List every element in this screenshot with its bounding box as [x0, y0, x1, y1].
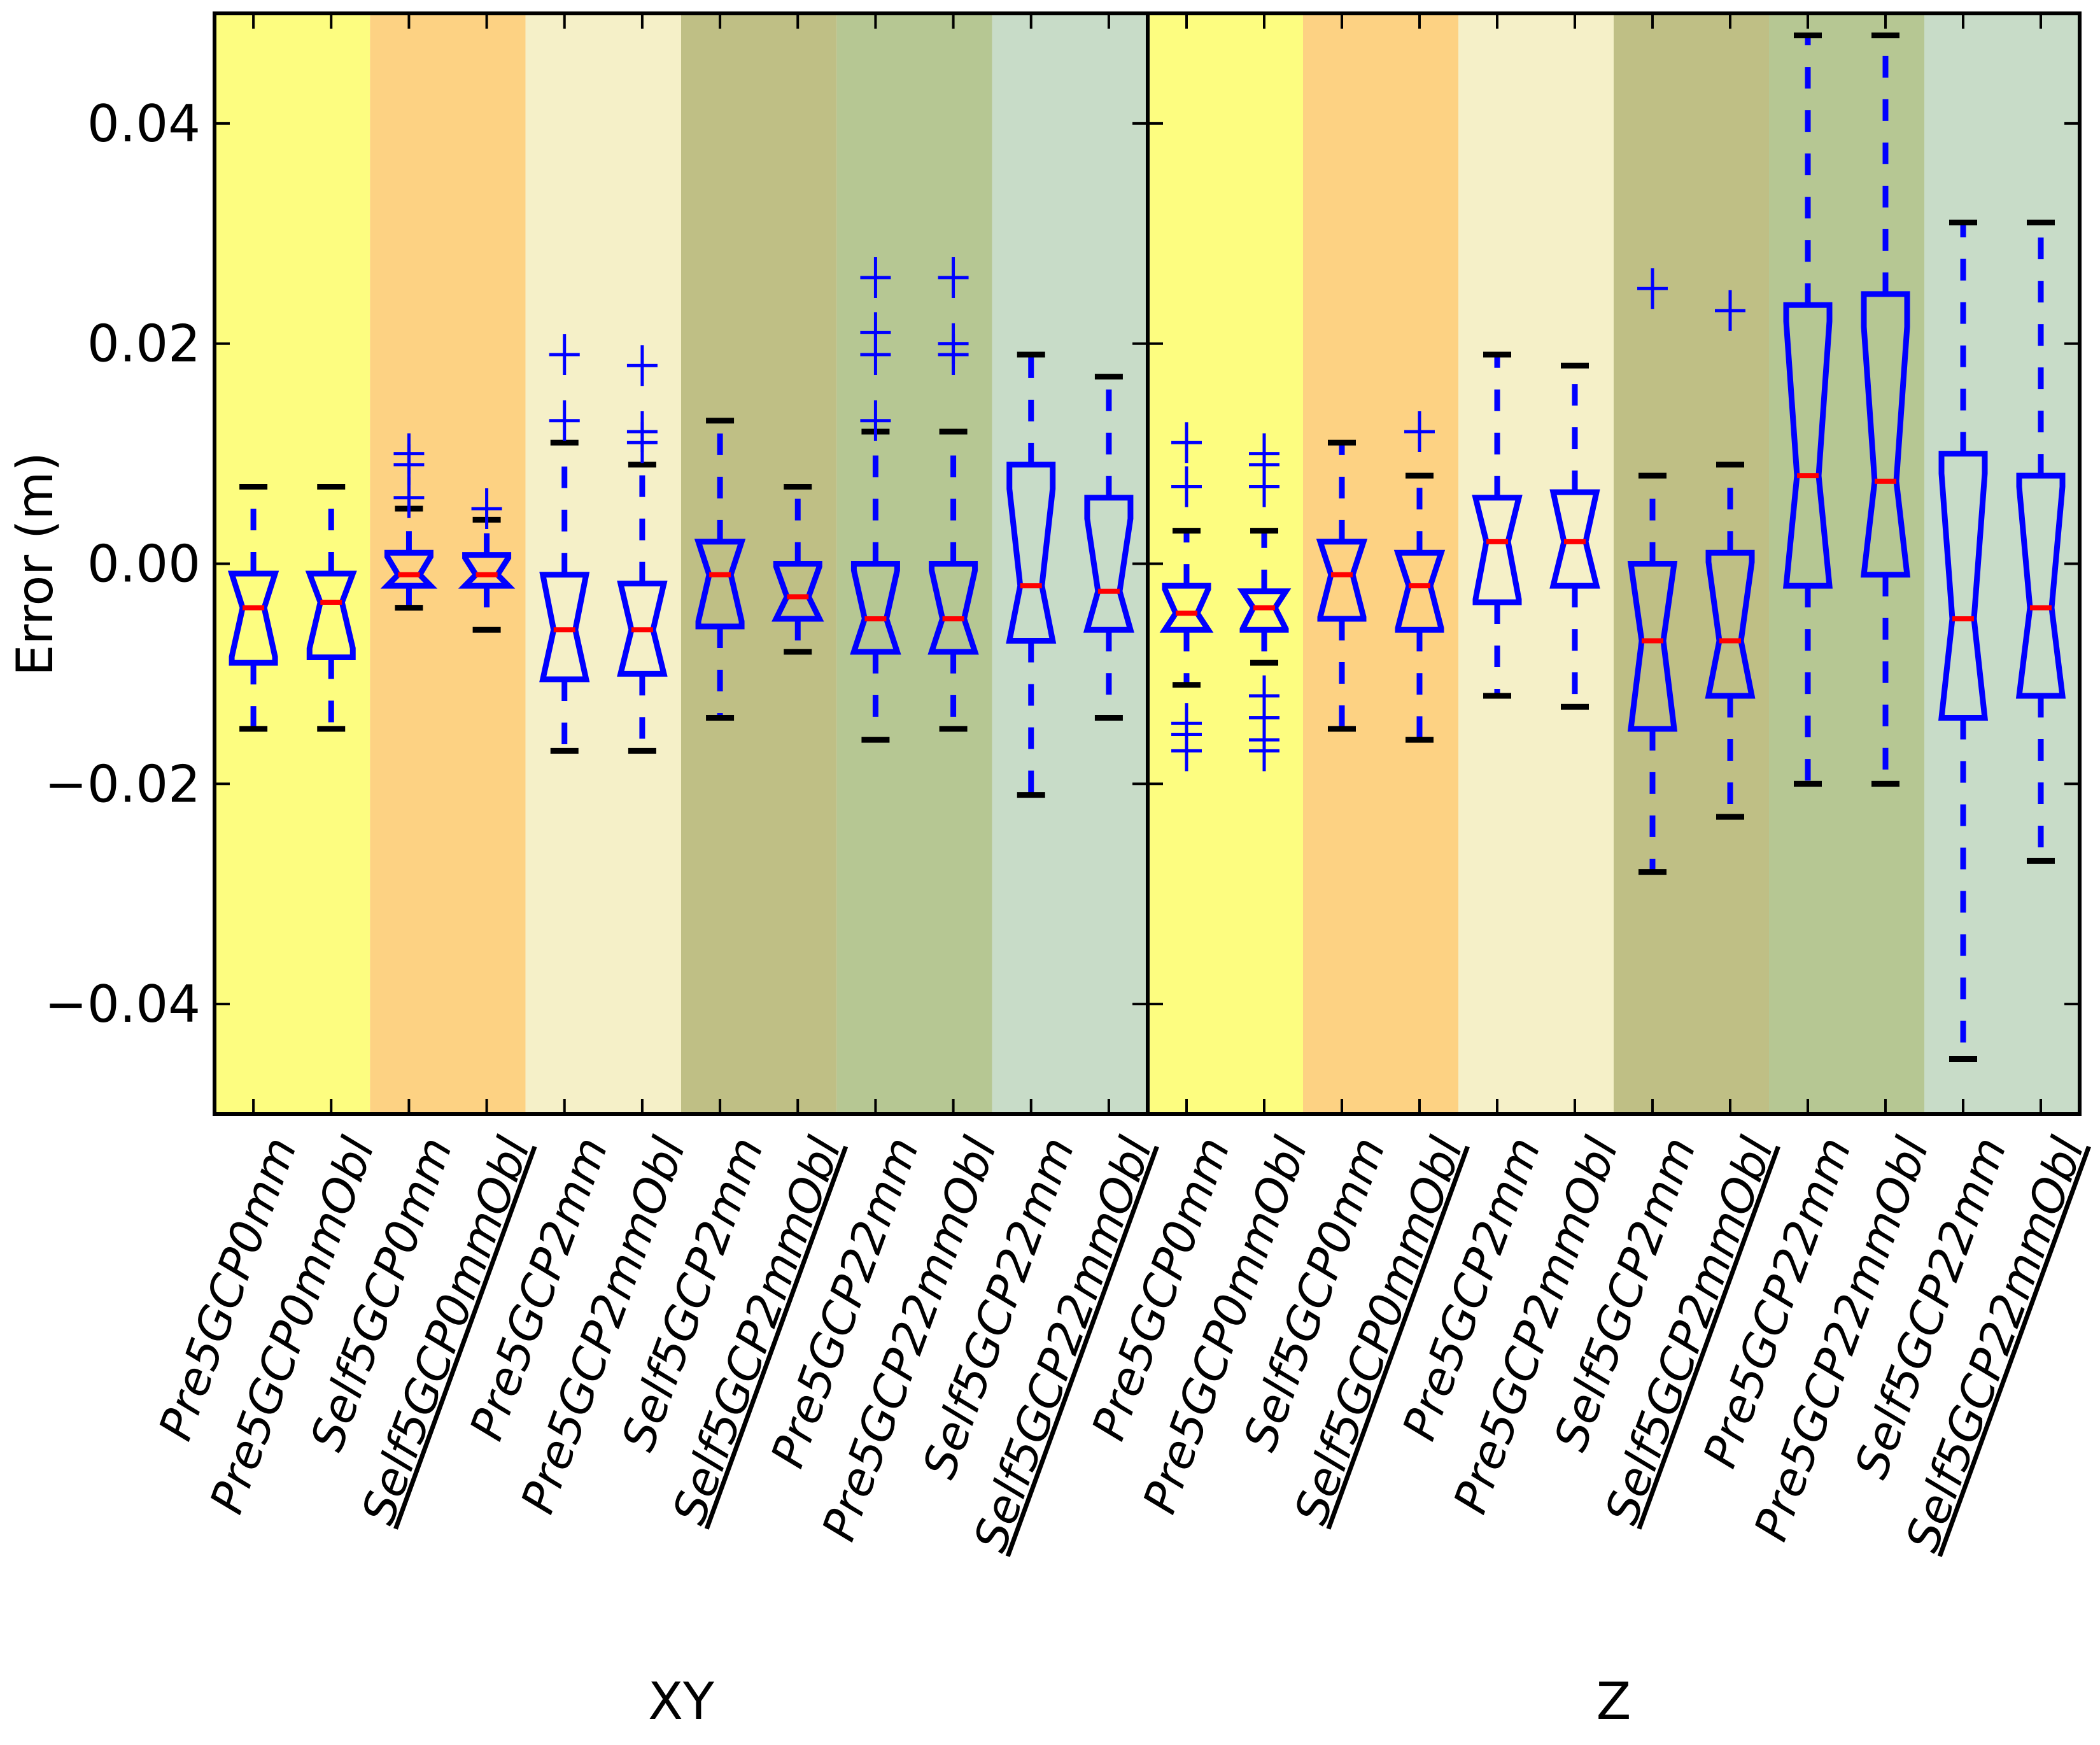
y-tick-label: −0.04 — [45, 975, 201, 1034]
box-z-10 — [1860, 32, 1911, 787]
notched-box — [305, 570, 357, 660]
notched-box — [1083, 495, 1134, 633]
box-z-5 — [1472, 351, 1523, 699]
outlier-marker — [626, 345, 658, 386]
box-z-8 — [1705, 290, 1756, 820]
notched-box — [1860, 291, 1911, 578]
y-tick-label: 0.02 — [87, 314, 201, 374]
band-2 — [370, 13, 526, 1114]
plot-area — [227, 32, 2066, 1063]
outlier-marker — [860, 257, 891, 298]
outlier-marker — [1171, 466, 1202, 507]
outlier-marker — [938, 257, 969, 298]
panel-frame — [1146, 11, 2082, 1116]
notched-box — [1237, 588, 1292, 633]
outlier-marker — [1171, 730, 1202, 772]
box-xy-3 — [380, 433, 438, 611]
box-xy-2 — [305, 483, 357, 732]
box-z-4 — [1393, 411, 1446, 743]
box-xy-1 — [227, 483, 279, 732]
outlier-marker — [860, 400, 891, 441]
notched-box — [694, 539, 746, 630]
box-z-6 — [1549, 362, 1600, 710]
panel-label-xy: XY — [648, 1672, 715, 1731]
box-z-3 — [1316, 439, 1368, 732]
panel-label-z: Z — [1596, 1672, 1631, 1731]
outlier-marker — [471, 488, 502, 530]
outlier-marker — [938, 334, 969, 375]
outlier-marker — [860, 334, 891, 375]
notched-box — [380, 549, 438, 589]
box-xy-11 — [1006, 351, 1057, 798]
outlier-marker — [393, 477, 425, 518]
notched-box — [227, 570, 279, 666]
outlier-marker — [549, 334, 580, 375]
outlier-marker — [1249, 466, 1279, 507]
band-5 — [1769, 13, 1924, 1114]
notched-box — [1938, 451, 1989, 721]
axes — [213, 11, 2082, 1116]
notched-box — [1705, 549, 1756, 699]
outlier-marker — [1404, 411, 1435, 453]
box-z-2 — [1237, 433, 1292, 772]
outlier-marker — [549, 400, 580, 441]
outlier-marker — [626, 422, 658, 463]
box-xy-9 — [850, 257, 901, 743]
band-1 — [1148, 13, 1303, 1114]
box-z-7 — [1627, 268, 1678, 875]
notched-box — [1006, 462, 1057, 644]
outlier-marker — [1249, 730, 1279, 772]
notched-box — [1393, 549, 1446, 633]
y-tick-label: 0.04 — [87, 94, 201, 153]
box-z-12 — [2015, 220, 2066, 864]
band-3 — [525, 13, 681, 1114]
notched-box — [927, 561, 979, 655]
box-xy-7 — [694, 418, 746, 721]
outlier-marker — [1715, 290, 1745, 331]
box-z-1 — [1159, 422, 1214, 772]
notched-box — [458, 552, 516, 589]
y-axis-label: Error (m) — [7, 452, 64, 676]
y-tick-label: −0.02 — [45, 754, 201, 814]
notched-box — [1783, 302, 1833, 589]
band-1 — [215, 13, 370, 1114]
box-xy-5 — [539, 334, 590, 754]
box-xy-4 — [458, 488, 516, 633]
notched-box — [1159, 583, 1214, 633]
notched-box — [2015, 472, 2066, 699]
box-z-9 — [1783, 32, 1833, 787]
y-tick-label: 0.00 — [87, 535, 201, 594]
notched-box — [1316, 539, 1368, 622]
box-xy-8 — [772, 483, 824, 655]
notched-box — [772, 561, 824, 622]
box-xy-10 — [927, 257, 979, 732]
box-z-11 — [1938, 220, 1989, 1063]
box-xy-12 — [1083, 374, 1134, 721]
box-xy-6 — [617, 345, 668, 754]
outlier-marker — [1171, 422, 1202, 463]
notched-box — [850, 561, 901, 655]
notched-box — [1472, 495, 1523, 605]
outlier-marker — [1637, 268, 1668, 309]
